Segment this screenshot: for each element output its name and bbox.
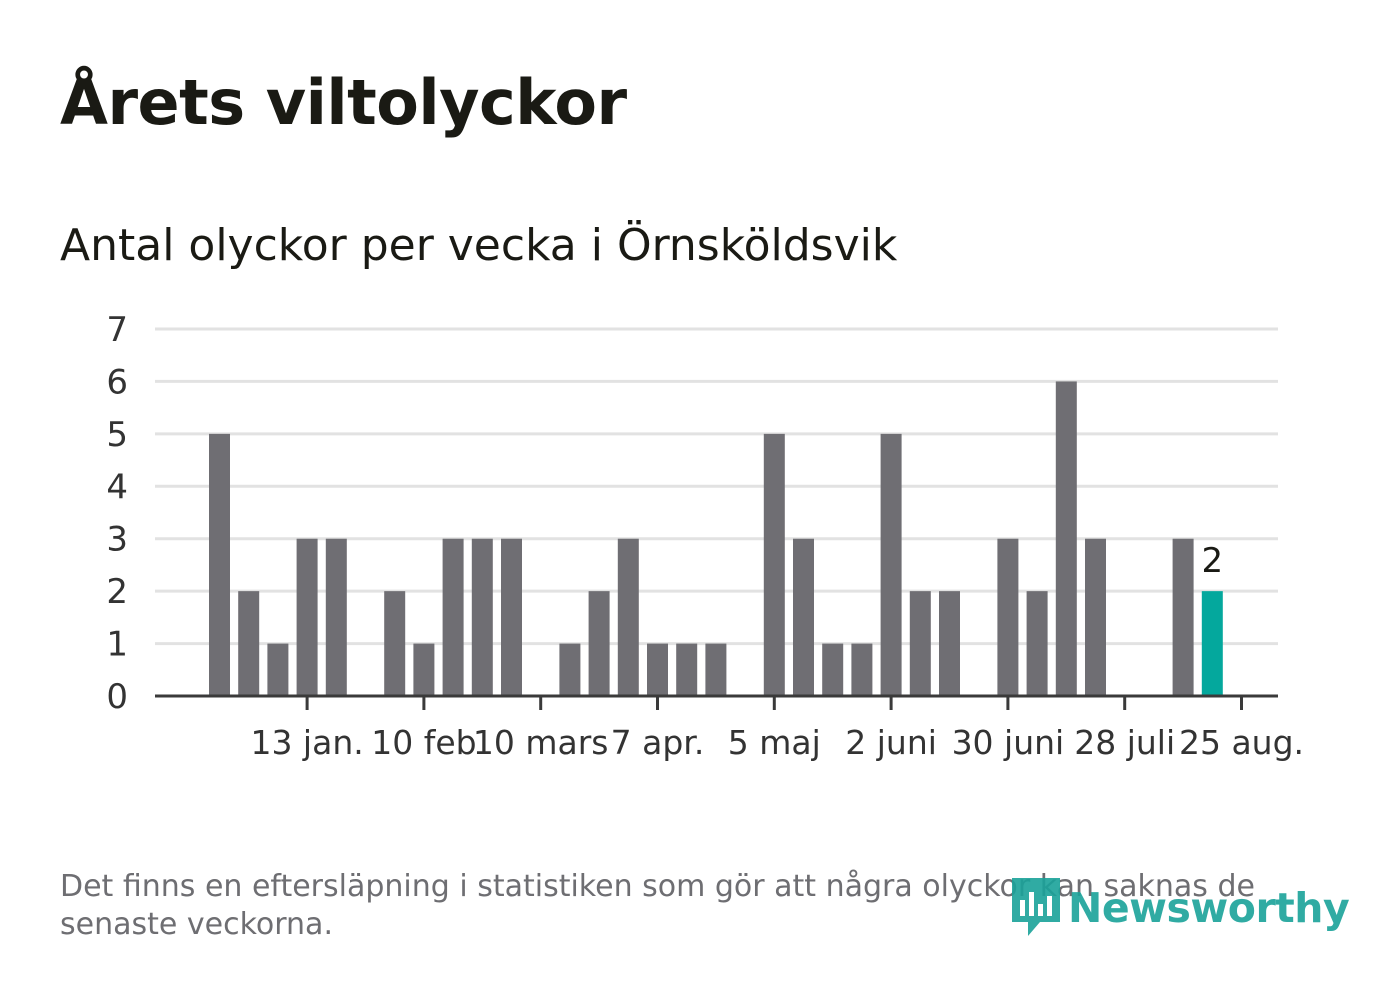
newsworthy-logo: Newsworthy xyxy=(1010,876,1350,940)
chart-subtitle: Antal olyckor per vecka i Örnsköldsvik xyxy=(60,220,898,271)
x-tick-label: 30 juni xyxy=(952,723,1065,762)
y-tick-label: 6 xyxy=(106,362,128,402)
bar xyxy=(588,591,610,696)
bar xyxy=(559,643,581,696)
x-tick-label: 7 apr. xyxy=(611,723,705,762)
bar xyxy=(471,538,493,696)
x-tick-label: 13 jan. xyxy=(250,723,363,762)
bar xyxy=(238,591,260,696)
bar xyxy=(997,538,1019,696)
y-tick-label: 4 xyxy=(106,467,128,507)
bar xyxy=(1172,538,1194,696)
chart-title: Årets viltolyckor xyxy=(60,66,627,139)
y-tick-label: 7 xyxy=(106,310,128,350)
bar xyxy=(676,643,698,696)
bar xyxy=(384,591,406,696)
bar xyxy=(851,643,873,696)
x-tick-label: 28 juli xyxy=(1074,723,1175,762)
bar xyxy=(296,538,318,696)
bar xyxy=(880,433,902,696)
bar xyxy=(647,643,668,696)
bar xyxy=(763,433,785,696)
bar-highlight xyxy=(1201,591,1223,696)
y-tick-label: 5 xyxy=(106,415,128,455)
bar xyxy=(501,538,522,696)
x-tick-label: 5 maj xyxy=(728,723,821,762)
bar xyxy=(442,538,464,696)
bar xyxy=(209,433,230,696)
bar xyxy=(413,643,435,696)
newsworthy-logo-text: Newsworthy xyxy=(1068,884,1350,932)
x-tick-label: 10 mars xyxy=(473,723,609,762)
bar xyxy=(793,538,814,696)
bar xyxy=(705,643,727,696)
bar xyxy=(939,591,960,696)
bar xyxy=(325,538,347,696)
x-tick-label: 2 juni xyxy=(845,723,937,762)
y-tick-label: 2 xyxy=(106,572,128,612)
bar xyxy=(909,591,931,696)
bar xyxy=(617,538,639,696)
x-tick-label: 25 aug. xyxy=(1179,723,1304,762)
newsworthy-logo-icon xyxy=(1012,878,1060,936)
bar-data-label: 2 xyxy=(1201,541,1223,581)
bar xyxy=(1026,591,1048,696)
x-tick-label: 10 feb xyxy=(371,723,476,762)
y-tick-label: 3 xyxy=(106,520,128,560)
y-tick-label: 1 xyxy=(106,625,128,665)
bar xyxy=(267,643,289,696)
y-tick-label: 0 xyxy=(106,677,128,717)
bar xyxy=(822,643,844,696)
bar xyxy=(1055,381,1077,696)
bar xyxy=(1085,538,1106,696)
